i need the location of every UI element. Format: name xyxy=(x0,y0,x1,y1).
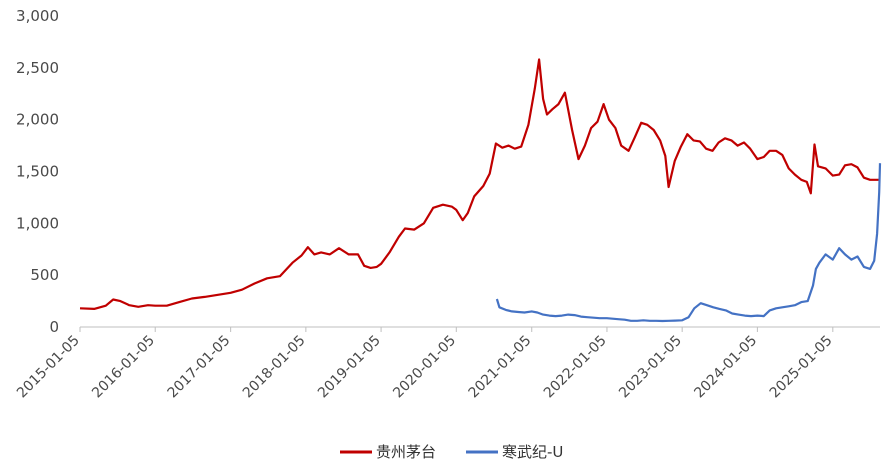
x-tick-label: 2020-01-05 xyxy=(390,333,459,402)
x-tick-label: 2021-01-05 xyxy=(466,333,535,402)
series-line-moutai xyxy=(79,58,880,310)
x-tick-label: 2016-01-05 xyxy=(89,333,158,402)
x-tick-label: 2025-01-05 xyxy=(767,333,836,402)
y-tick-label: 0 xyxy=(49,318,59,336)
x-tick-label: 2022-01-05 xyxy=(541,333,610,402)
legend-label: 贵州茅台 xyxy=(376,443,436,461)
y-tick-label: 1,000 xyxy=(16,214,59,232)
x-tick-label: 2019-01-05 xyxy=(315,333,384,402)
y-axis: 0 500 1,000 1,500 2,000 2,500 3,000 xyxy=(16,7,59,336)
x-tick-label: 2024-01-05 xyxy=(691,333,760,402)
x-tick-label: 2017-01-05 xyxy=(165,333,234,402)
y-tick-label: 500 xyxy=(30,266,59,284)
y-tick-label: 2,500 xyxy=(16,59,59,77)
series-line-cambricon xyxy=(495,163,882,323)
legend: 贵州茅台 寒武纪-U xyxy=(340,443,563,461)
x-tick-label: 2023-01-05 xyxy=(616,333,685,402)
x-tick-label: 2018-01-05 xyxy=(240,333,309,402)
series-layer xyxy=(79,58,882,323)
y-tick-label: 1,500 xyxy=(16,163,59,181)
y-tick-label: 2,000 xyxy=(16,111,59,129)
legend-label: 寒武纪-U xyxy=(502,443,563,461)
x-tick-label: 2015-01-05 xyxy=(14,333,83,402)
x-axis: 2015-01-05 2016-01-05 2017-01-05 2018-01-05… xyxy=(14,326,880,402)
y-tick-label: 3,000 xyxy=(16,7,59,25)
